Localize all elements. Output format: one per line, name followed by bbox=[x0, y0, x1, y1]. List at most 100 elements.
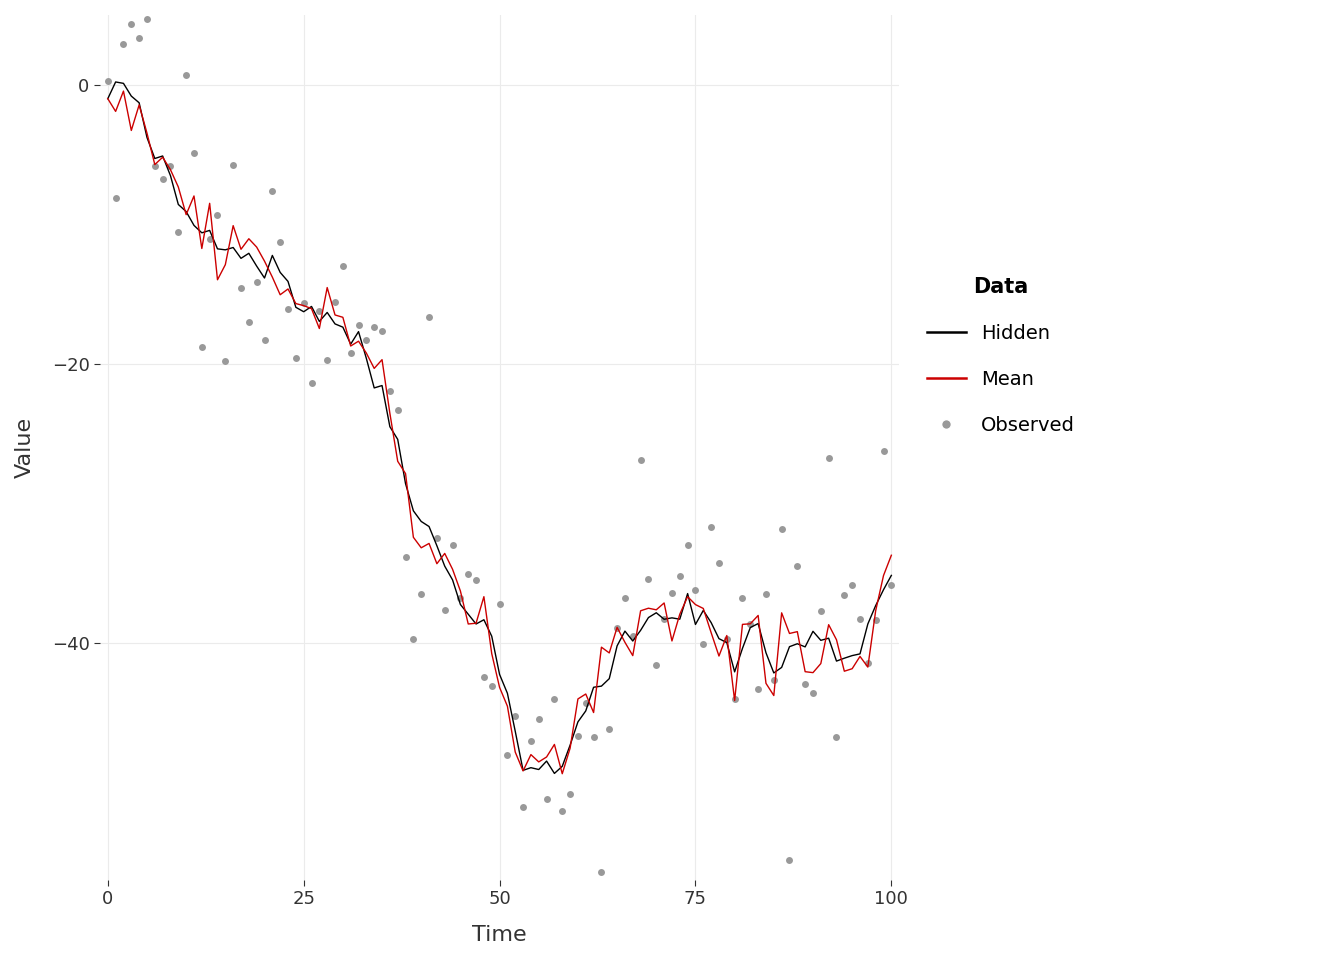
Hidden bbox=[304, 300, 320, 312]
Observed bbox=[833, 588, 855, 603]
Observed bbox=[238, 314, 259, 329]
Hidden bbox=[703, 616, 719, 628]
Observed bbox=[395, 549, 417, 564]
Observed bbox=[277, 301, 298, 317]
Observed bbox=[575, 696, 597, 711]
Observed bbox=[716, 632, 738, 647]
Observed bbox=[849, 612, 871, 627]
Observed bbox=[872, 443, 894, 458]
Observed bbox=[520, 733, 542, 749]
Line: Mean: Mean bbox=[108, 91, 891, 774]
Observed bbox=[778, 852, 800, 868]
Observed bbox=[866, 612, 887, 628]
Legend: Hidden, Mean, Observed: Hidden, Mean, Observed bbox=[917, 267, 1085, 445]
Observed bbox=[442, 538, 464, 553]
Observed bbox=[152, 171, 173, 186]
Observed bbox=[105, 191, 126, 206]
Observed bbox=[160, 158, 181, 174]
Observed bbox=[199, 231, 220, 247]
Observed bbox=[316, 352, 337, 368]
Observed bbox=[285, 350, 306, 366]
Observed bbox=[731, 590, 753, 606]
Observed bbox=[794, 676, 816, 691]
Observed bbox=[246, 275, 267, 290]
Observed bbox=[418, 309, 439, 324]
Observed bbox=[637, 571, 659, 587]
Observed bbox=[301, 375, 323, 391]
Observed bbox=[739, 616, 761, 632]
Observed bbox=[497, 747, 519, 762]
Observed bbox=[230, 280, 251, 296]
Observed bbox=[645, 658, 667, 673]
Observed bbox=[528, 711, 550, 727]
Observed bbox=[136, 12, 157, 27]
Observed bbox=[512, 799, 534, 814]
Observed bbox=[191, 339, 212, 354]
Observed bbox=[254, 332, 276, 348]
Observed bbox=[684, 582, 706, 597]
Observed bbox=[410, 587, 431, 602]
Observed bbox=[176, 67, 198, 83]
Mean bbox=[554, 768, 570, 780]
Observed bbox=[763, 673, 785, 688]
Observed bbox=[771, 521, 793, 537]
Observed bbox=[669, 568, 691, 584]
Mean bbox=[586, 707, 602, 718]
Observed bbox=[724, 691, 746, 707]
Observed bbox=[434, 602, 456, 617]
Observed bbox=[786, 559, 808, 574]
X-axis label: Time: Time bbox=[472, 925, 527, 945]
Observed bbox=[606, 620, 628, 636]
Observed bbox=[708, 555, 730, 570]
Hidden bbox=[883, 569, 899, 581]
Observed bbox=[144, 157, 165, 173]
Hidden bbox=[99, 93, 116, 105]
Observed bbox=[489, 596, 511, 612]
Observed bbox=[356, 332, 378, 348]
Observed bbox=[598, 721, 620, 736]
Observed bbox=[880, 577, 902, 592]
Observed bbox=[465, 572, 487, 588]
Observed bbox=[551, 804, 573, 819]
Observed bbox=[379, 383, 401, 398]
Observed bbox=[481, 678, 503, 693]
Observed bbox=[825, 730, 847, 745]
Mean bbox=[163, 164, 179, 176]
Observed bbox=[113, 36, 134, 52]
Observed bbox=[661, 586, 683, 601]
Observed bbox=[559, 786, 581, 802]
Mean bbox=[304, 302, 320, 314]
Observed bbox=[473, 669, 495, 684]
Observed bbox=[677, 538, 699, 553]
Observed bbox=[567, 729, 589, 744]
Observed bbox=[426, 530, 448, 545]
Mean bbox=[468, 617, 484, 629]
Mean bbox=[664, 636, 680, 647]
Observed bbox=[544, 691, 566, 707]
Observed bbox=[309, 303, 331, 319]
Line: Hidden: Hidden bbox=[108, 82, 891, 774]
Observed bbox=[857, 655, 879, 670]
Observed bbox=[614, 590, 636, 606]
Observed bbox=[653, 612, 675, 627]
Hidden bbox=[586, 682, 602, 693]
Mean bbox=[883, 549, 899, 561]
Observed bbox=[450, 590, 472, 606]
Observed bbox=[269, 234, 290, 250]
Hidden bbox=[163, 170, 179, 181]
Observed bbox=[371, 324, 392, 339]
Observed bbox=[457, 566, 478, 582]
Observed bbox=[207, 207, 228, 223]
Observed bbox=[222, 157, 243, 173]
Observed bbox=[630, 452, 652, 468]
Observed bbox=[583, 729, 605, 744]
Mean bbox=[99, 93, 116, 105]
Mean bbox=[703, 627, 719, 638]
Observed bbox=[293, 296, 314, 311]
Observed bbox=[97, 74, 118, 89]
Mean bbox=[116, 85, 132, 97]
Observed bbox=[129, 30, 151, 45]
Observed bbox=[262, 183, 284, 199]
Hidden bbox=[468, 618, 484, 630]
Observed bbox=[841, 577, 863, 592]
